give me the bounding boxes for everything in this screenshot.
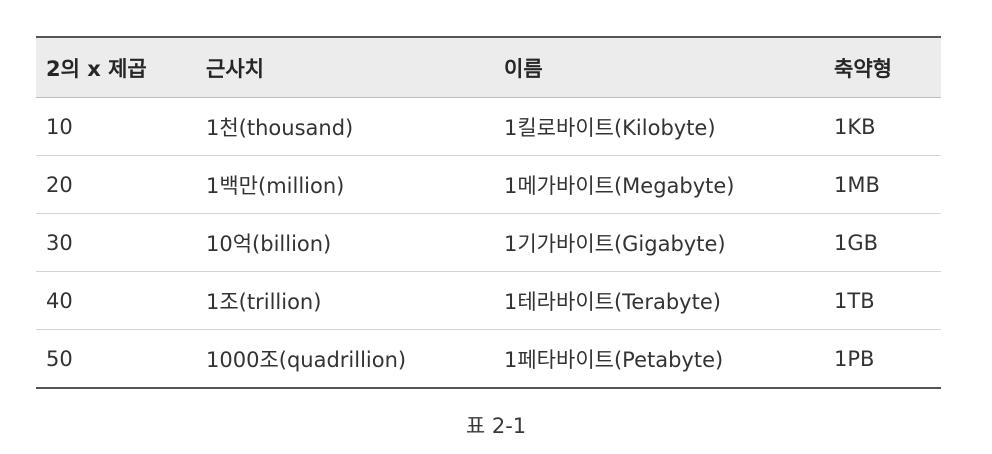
cell-name: 1메가바이트(Megabyte) [494, 155, 824, 214]
table-row: 50 1000조(quadrillion) 1페타바이트(Petabyte) 1… [36, 329, 941, 389]
cell-abbreviation: 1PB [824, 329, 941, 389]
cell-power: 40 [36, 271, 196, 330]
cell-abbreviation: 1TB [824, 271, 941, 330]
cell-power: 10 [36, 97, 196, 156]
cell-abbreviation: 1GB [824, 213, 941, 272]
data-size-table: 2의 x 제곱 근사치 이름 축약형 10 1천(thousand) 1킬로바이… [36, 36, 941, 389]
cell-approximation: 1조(trillion) [196, 271, 494, 330]
header-name: 이름 [494, 37, 824, 98]
table-row: 20 1백만(million) 1메가바이트(Megabyte) 1MB [36, 155, 941, 214]
table-caption: 표 2-1 [465, 414, 527, 438]
cell-power: 30 [36, 213, 196, 272]
cell-abbreviation: 1MB [824, 155, 941, 214]
header-power-of-two: 2의 x 제곱 [36, 37, 196, 98]
cell-abbreviation: 1KB [824, 97, 941, 156]
cell-approximation: 1000조(quadrillion) [196, 329, 494, 389]
cell-approximation: 1백만(million) [196, 155, 494, 214]
data-table-container: 2의 x 제곱 근사치 이름 축약형 10 1천(thousand) 1킬로바이… [36, 36, 941, 389]
cell-approximation: 10억(billion) [196, 213, 494, 272]
cell-name: 1페타바이트(Petabyte) [494, 329, 824, 389]
cell-power: 20 [36, 155, 196, 214]
cell-name: 1기가바이트(Gigabyte) [494, 213, 824, 272]
header-approximation: 근사치 [196, 37, 494, 98]
cell-power: 50 [36, 329, 196, 389]
cell-approximation: 1천(thousand) [196, 97, 494, 156]
header-row: 2의 x 제곱 근사치 이름 축약형 [36, 37, 941, 98]
header-abbreviation: 축약형 [824, 37, 941, 98]
table-row: 40 1조(trillion) 1테라바이트(Terabyte) 1TB [36, 271, 941, 330]
table-body: 10 1천(thousand) 1킬로바이트(Kilobyte) 1KB 20 … [36, 97, 941, 389]
table-header: 2의 x 제곱 근사치 이름 축약형 [36, 37, 941, 98]
cell-name: 1킬로바이트(Kilobyte) [494, 97, 824, 156]
table-row: 10 1천(thousand) 1킬로바이트(Kilobyte) 1KB [36, 97, 941, 156]
table-row: 30 10억(billion) 1기가바이트(Gigabyte) 1GB [36, 213, 941, 272]
cell-name: 1테라바이트(Terabyte) [494, 271, 824, 330]
